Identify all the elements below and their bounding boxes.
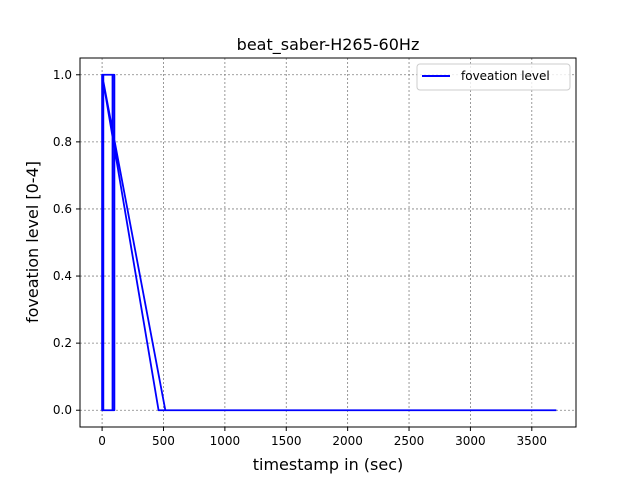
series-layer xyxy=(101,73,557,412)
chart-title: beat_saber-H265-60Hz xyxy=(237,35,420,55)
y-tick-label: 0.4 xyxy=(53,269,72,283)
series-line-foveation-level xyxy=(101,73,557,412)
x-tick-label: 0 xyxy=(98,434,106,448)
y-tick-label: 0.0 xyxy=(53,403,72,417)
x-tick-label: 3000 xyxy=(455,434,486,448)
y-tick-label: 0.2 xyxy=(53,336,72,350)
plot-frame xyxy=(79,57,577,428)
legend-label-foveation-level: foveation level xyxy=(461,69,550,83)
y-tick-label: 0.8 xyxy=(53,135,72,149)
legend: foveation level xyxy=(416,63,571,91)
x-tick-label: 2000 xyxy=(332,434,363,448)
y-tick-label: 1.0 xyxy=(53,68,72,82)
x-axis-label: timestamp in (sec) xyxy=(253,455,404,474)
x-tick-label: 2500 xyxy=(394,434,425,448)
tick-layer: 0 500 1000 1500 2000 2500 3000 3500 0.0 0.2 0.4 0.6… xyxy=(53,68,547,448)
y-axis-label: foveation level [0-4] xyxy=(23,161,42,323)
x-tick-label: 1000 xyxy=(210,434,241,448)
y-tick-label: 0.6 xyxy=(53,202,72,216)
x-tick-label: 1500 xyxy=(271,434,302,448)
x-tick-label: 3500 xyxy=(517,434,548,448)
legend-box xyxy=(416,63,571,91)
x-tick-label: 500 xyxy=(152,434,175,448)
